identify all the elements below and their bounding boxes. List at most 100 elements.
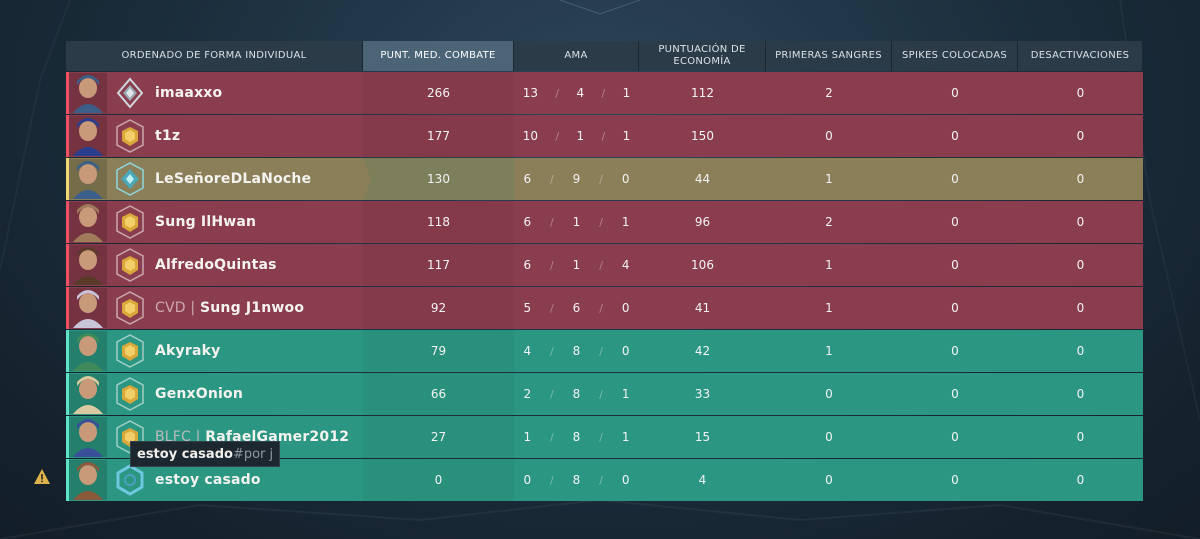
agent-portrait-icon [69, 374, 107, 414]
team-edge [66, 201, 69, 243]
player-row[interactable]: Sung IlHwan 118 6 / 1 / 1 96 2 0 0 [66, 201, 1143, 243]
player-name-text: Sung J1nwoo [199, 300, 305, 316]
gold-rank-icon [115, 205, 145, 239]
player-row[interactable]: CVD | Sung J1nwoo 92 5 / 6 / 0 41 1 0 0 [66, 287, 1143, 329]
kills-value: 6 [523, 172, 532, 186]
tooltip-tag: #por j [232, 446, 274, 462]
gold-rank-icon [115, 377, 145, 411]
assists-value: 0 [621, 344, 630, 358]
economy-header[interactable]: PUNTUACIÓN DE ECONOMÍA [639, 41, 766, 71]
plants-value: 0 [951, 129, 959, 143]
economy-value: 106 [691, 258, 714, 272]
player-name-cell[interactable]: Akyraky [66, 330, 363, 372]
player-name-cell[interactable]: t1z [66, 115, 363, 157]
kills-value: 1 [523, 430, 532, 444]
gold-rank-icon [115, 291, 145, 325]
economy-value: 44 [694, 172, 711, 186]
player-name-cell[interactable]: GenxOnion [66, 373, 363, 415]
deaths-value: 4 [576, 86, 585, 100]
kda-separator: / [599, 301, 603, 315]
player-name-cell[interactable]: Sung IlHwan [66, 201, 363, 243]
kda-separator: / [550, 215, 554, 229]
team-edge [66, 287, 69, 329]
defuses-value: 0 [1076, 387, 1085, 401]
acs-value: 130 [363, 158, 514, 200]
plants-value: 0 [951, 387, 959, 401]
player-name-cell[interactable]: LeSeñoreDLaNoche [66, 158, 371, 200]
defuses-value: 0 [1076, 129, 1085, 143]
kda-separator: / [550, 301, 554, 315]
kda-cell: 10 / 1 / 1 [514, 115, 639, 157]
player-name-text: LeSeñoreDLaNoche [155, 171, 312, 187]
agent-portrait-icon [69, 159, 107, 199]
player-rows: imaaxxo 266 13/4/1 112 2 0 0 t1z 177 10/1/1 150 0 0 0… [66, 72, 1143, 501]
player-row[interactable]: estoy casado 0 0/8/0 4 0 0 0 [66, 459, 1143, 501]
player-name-tooltip: estoy casado #por j [130, 441, 281, 467]
acs-value: 118 [363, 201, 514, 243]
acs-value: 117 [363, 244, 514, 286]
kda-separator: / [550, 473, 554, 487]
assists-value: 4 [621, 258, 630, 272]
defuses-header[interactable]: DESACTIVACIONES [1018, 41, 1143, 71]
kills-value: 4 [523, 344, 532, 358]
player-name: t1z [155, 128, 180, 144]
economy-value: 96 [694, 215, 711, 229]
player-row[interactable]: Akyraky 79 4 / 8 / 0 42 1 0 0 [66, 330, 1143, 372]
player-name-text: GenxOnion [155, 386, 244, 402]
player-row[interactable]: AlfredoQuintas 117 6 / 1 / 4 106 1 0 0 [66, 244, 1143, 286]
economy-value: 15 [694, 430, 711, 444]
assists-value: 1 [621, 215, 630, 229]
player-row[interactable]: imaaxxo 266 13 / 4 / 1 112 2 0 0 [66, 72, 1143, 114]
plants-value: 0 [951, 86, 959, 100]
kills-value: 6 [523, 258, 532, 272]
kda-cell: 0 / 8 / 0 [514, 459, 639, 501]
kda-cell: 1 / 8 / 1 [514, 416, 639, 458]
player-name-cell[interactable]: estoy casado [66, 459, 363, 501]
player-name-cell[interactable]: CVD | Sung J1nwoo [66, 287, 363, 329]
economy-value: 112 [691, 86, 714, 100]
kda-separator: / [599, 258, 603, 272]
economy-value: 150 [691, 129, 714, 143]
clan-tag: CVD | [155, 300, 200, 316]
kills-value: 0 [523, 473, 532, 487]
first-bloods-value: 1 [825, 344, 833, 358]
player-name: CVD | Sung J1nwoo [155, 300, 304, 316]
agent-portrait-icon [69, 288, 107, 328]
kda-separator: / [601, 129, 606, 143]
first-bloods-header[interactable]: PRIMERAS SANGRES [766, 41, 892, 71]
economy-value: 33 [694, 387, 711, 401]
kda-cell: 6 / 1 / 1 [514, 201, 639, 243]
defuses-value: 0 [1076, 430, 1085, 444]
acs-value: 66 [363, 373, 514, 415]
kda-separator: / [550, 387, 554, 401]
team-edge [66, 416, 69, 458]
kda-cell: 4 / 8 / 0 [514, 330, 639, 372]
player-row[interactable]: t1z 177 10 / 1 / 1 150 0 0 0 [66, 115, 1143, 157]
agent-portrait-icon [69, 202, 107, 242]
defuses-value: 0 [1076, 473, 1085, 487]
team-edge [66, 373, 69, 415]
sort-individual-header[interactable]: ORDENADO DE FORMA INDIVIDUAL [66, 41, 363, 71]
player-name: AlfredoQuintas [155, 257, 277, 273]
player-name-cell[interactable]: AlfredoQuintas [66, 244, 363, 286]
player-row[interactable]: LeSeñoreDLaNoche 130 6 / 9 / 0 44 1 0 0 [66, 158, 1143, 200]
assists-value: 1 [622, 86, 631, 100]
first-bloods-value: 0 [825, 430, 833, 444]
plants-header[interactable]: SPIKES COLOCADAS [892, 41, 1018, 71]
deaths-value: 8 [572, 430, 581, 444]
player-row[interactable]: GenxOnion 66 2 / 8 / 1 33 0 0 0 [66, 373, 1143, 415]
acs-value: 27 [363, 416, 514, 458]
acs-header[interactable]: PUNT. MED. COMBATE [363, 41, 514, 71]
player-name-cell[interactable]: imaaxxo [66, 72, 363, 114]
acs-value: 92 [363, 287, 514, 329]
assists-value: 0 [621, 172, 630, 186]
assists-value: 1 [621, 387, 630, 401]
warning-icon[interactable] [33, 468, 51, 486]
kda-separator: / [599, 473, 603, 487]
deaths-value: 1 [572, 215, 581, 229]
first-bloods-value: 1 [825, 258, 833, 272]
team-edge [66, 244, 69, 286]
kda-header[interactable]: AMA [514, 41, 639, 71]
kda-cell: 6 / 9 / 0 [514, 158, 639, 200]
first-bloods-value: 1 [825, 301, 833, 315]
